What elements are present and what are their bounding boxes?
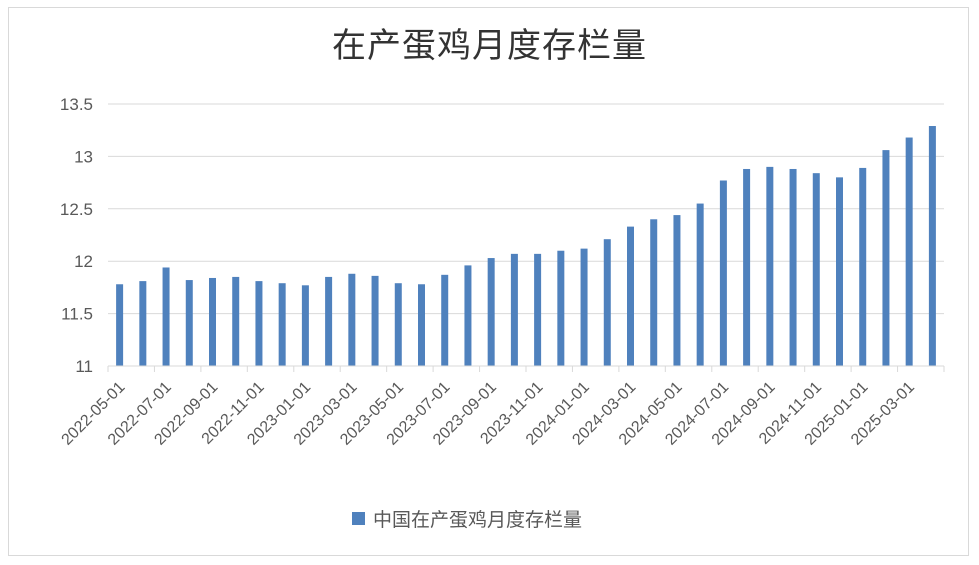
bar: [418, 284, 425, 366]
bar: [673, 215, 681, 366]
legend-label: 中国在产蛋鸡月度存栏量: [373, 508, 583, 531]
bar: [696, 203, 704, 366]
x-axis-ticks: 2022-05-012022-07-012022-09-012022-11-01…: [59, 379, 919, 449]
bar: [928, 126, 936, 367]
bar: [464, 265, 472, 366]
bar: [603, 239, 611, 366]
bar: [162, 267, 170, 366]
bars: [116, 126, 936, 367]
bar: [185, 280, 193, 366]
bar: [487, 258, 495, 366]
bar: [441, 274, 449, 366]
bar: [650, 219, 658, 366]
y-tick-label: 13.5: [60, 95, 93, 114]
bar: [812, 173, 820, 366]
gridlines: [108, 103, 944, 315]
bar: [139, 281, 147, 366]
bar: [116, 284, 124, 366]
bar: [255, 281, 263, 366]
bar: [789, 168, 797, 366]
bar: [301, 285, 309, 366]
bar: [859, 167, 867, 366]
bar: [557, 250, 565, 366]
legend-swatch: [352, 511, 365, 525]
bar: [743, 168, 751, 366]
bar: [209, 277, 216, 366]
y-tick-label: 12.5: [60, 200, 93, 219]
y-tick-label: 13: [74, 147, 93, 166]
bar: [766, 166, 774, 366]
y-tick-label: 11: [75, 357, 93, 376]
bar: [394, 283, 402, 366]
bar: [580, 248, 588, 366]
legend: 中国在产蛋鸡月度存栏量: [352, 506, 583, 531]
bar: [882, 150, 890, 366]
bar: [278, 283, 286, 366]
bar: [836, 177, 843, 366]
bar: [905, 137, 913, 366]
y-tick-label: 12: [74, 252, 93, 271]
y-tick-label: 11.5: [61, 305, 93, 324]
bar: [510, 253, 518, 366]
bar: [232, 276, 240, 366]
y-axis-ticks: 11 11.5 12 12.5 13 13.5: [60, 95, 93, 376]
bar: [371, 275, 379, 366]
bar: [534, 253, 542, 366]
x-axis: [107, 365, 945, 372]
bar: [325, 276, 333, 366]
chart-title: 在产蛋鸡月度存栏量: [332, 26, 647, 66]
bar: [627, 226, 634, 366]
bar: [348, 273, 356, 366]
bar: [719, 180, 727, 366]
